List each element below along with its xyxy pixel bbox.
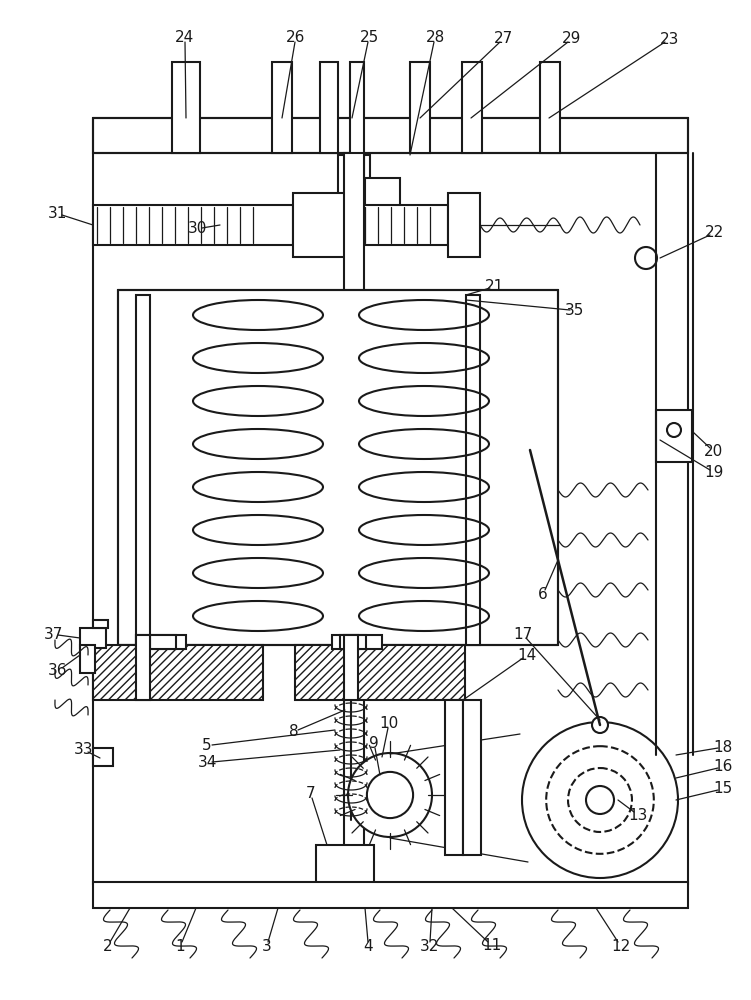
Text: 17: 17 bbox=[513, 627, 532, 642]
Text: 9: 9 bbox=[369, 736, 379, 751]
Text: 33: 33 bbox=[74, 742, 93, 757]
Text: 29: 29 bbox=[562, 31, 581, 46]
Bar bbox=[332, 635, 382, 649]
Text: 6: 6 bbox=[538, 587, 548, 602]
Bar bbox=[340, 635, 366, 649]
Text: 26: 26 bbox=[286, 30, 306, 45]
Text: 30: 30 bbox=[188, 221, 207, 236]
Text: 7: 7 bbox=[306, 786, 315, 801]
Text: 19: 19 bbox=[704, 465, 724, 480]
Bar bbox=[295, 645, 465, 700]
Ellipse shape bbox=[546, 746, 654, 854]
Bar bbox=[93, 118, 688, 153]
Text: 10: 10 bbox=[379, 716, 399, 731]
Bar bbox=[350, 62, 364, 210]
Bar bbox=[466, 295, 480, 645]
Bar bbox=[93, 205, 293, 245]
Bar bbox=[80, 628, 106, 648]
Bar bbox=[316, 845, 374, 887]
Ellipse shape bbox=[586, 786, 614, 814]
Text: 3: 3 bbox=[261, 939, 271, 954]
Text: 21: 21 bbox=[485, 279, 505, 294]
Text: 15: 15 bbox=[713, 781, 732, 796]
Text: 12: 12 bbox=[611, 939, 630, 954]
Text: 18: 18 bbox=[713, 740, 732, 755]
Text: 23: 23 bbox=[659, 32, 679, 47]
Ellipse shape bbox=[348, 753, 432, 837]
Bar bbox=[365, 178, 400, 210]
Text: 1: 1 bbox=[175, 939, 185, 954]
Bar bbox=[93, 620, 108, 628]
Bar bbox=[272, 62, 292, 153]
Bar bbox=[136, 635, 186, 649]
Text: 36: 36 bbox=[48, 663, 68, 678]
Text: 37: 37 bbox=[44, 627, 63, 642]
Ellipse shape bbox=[667, 423, 681, 437]
Text: 31: 31 bbox=[47, 206, 67, 221]
Bar bbox=[136, 635, 150, 700]
Text: 2: 2 bbox=[103, 939, 113, 954]
Text: 4: 4 bbox=[363, 939, 373, 954]
Text: 8: 8 bbox=[288, 724, 298, 739]
Bar bbox=[320, 62, 338, 153]
Ellipse shape bbox=[592, 717, 608, 733]
Ellipse shape bbox=[635, 247, 657, 269]
Bar bbox=[448, 193, 480, 257]
Text: 13: 13 bbox=[629, 808, 647, 822]
Text: 24: 24 bbox=[175, 30, 195, 45]
Bar bbox=[410, 62, 430, 153]
Bar bbox=[150, 635, 176, 649]
Ellipse shape bbox=[568, 768, 632, 832]
Text: 5: 5 bbox=[202, 738, 212, 753]
Bar bbox=[118, 290, 558, 645]
Bar bbox=[445, 700, 463, 855]
Bar bbox=[136, 295, 150, 645]
Ellipse shape bbox=[367, 772, 413, 818]
Bar bbox=[463, 700, 481, 855]
Bar bbox=[172, 62, 200, 153]
Ellipse shape bbox=[522, 722, 678, 878]
Bar bbox=[656, 410, 692, 462]
Text: 32: 32 bbox=[420, 939, 439, 954]
Text: 25: 25 bbox=[360, 30, 379, 45]
Text: 20: 20 bbox=[704, 444, 723, 459]
Bar bbox=[93, 748, 113, 766]
Bar bbox=[344, 153, 364, 883]
Bar bbox=[344, 635, 358, 700]
Bar bbox=[80, 645, 95, 673]
Bar bbox=[462, 62, 482, 153]
Text: 27: 27 bbox=[494, 31, 513, 46]
Bar bbox=[348, 205, 448, 245]
Text: 14: 14 bbox=[517, 648, 537, 663]
Text: 22: 22 bbox=[705, 225, 724, 240]
Bar bbox=[540, 62, 560, 153]
Bar bbox=[93, 645, 263, 700]
Text: 35: 35 bbox=[566, 303, 585, 318]
Text: 16: 16 bbox=[713, 759, 732, 774]
Bar bbox=[93, 882, 688, 908]
Text: 34: 34 bbox=[198, 755, 217, 770]
Bar bbox=[293, 193, 348, 257]
Bar bbox=[338, 155, 370, 210]
Text: 11: 11 bbox=[482, 938, 501, 953]
Text: 28: 28 bbox=[425, 30, 445, 45]
